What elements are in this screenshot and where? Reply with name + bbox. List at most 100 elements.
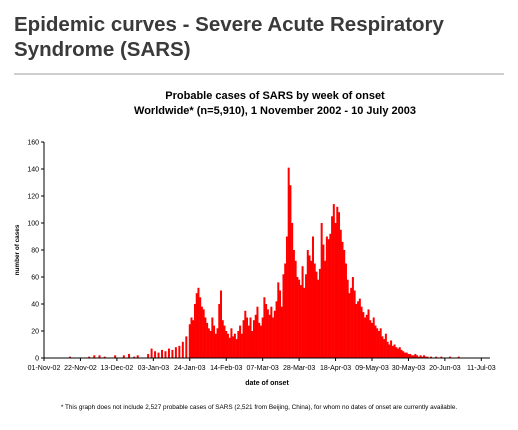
case-bar xyxy=(364,317,367,358)
case-bar xyxy=(395,347,398,358)
case-bar xyxy=(174,347,177,358)
case-bar xyxy=(324,260,327,358)
case-bar xyxy=(103,356,106,358)
case-bar xyxy=(277,282,280,358)
case-bar xyxy=(202,309,205,358)
case-bar xyxy=(341,241,344,358)
case-bar xyxy=(358,298,361,358)
case-bar xyxy=(185,336,188,358)
case-bar xyxy=(178,345,181,358)
case-bar xyxy=(372,317,375,358)
case-bar xyxy=(429,356,432,358)
y-axis-ticks: 0 20 40 60 80 100 120 140 160 xyxy=(27,140,44,363)
page-heading: Epidemic curves - Severe Acute Respirato… xyxy=(14,13,444,61)
case-bar xyxy=(289,185,292,358)
case-bar xyxy=(362,312,365,358)
case-bar xyxy=(226,333,229,358)
case-bar xyxy=(206,322,209,358)
case-bar xyxy=(252,320,255,358)
case-bar xyxy=(416,355,419,358)
case-bar xyxy=(457,356,460,358)
case-bar xyxy=(133,356,136,358)
case-bar xyxy=(228,337,231,358)
case-bar xyxy=(199,297,202,358)
case-bar xyxy=(346,279,349,358)
case-bar xyxy=(299,285,302,358)
case-bar xyxy=(213,325,216,358)
x-tick-label: 20-Jun-03 xyxy=(429,365,461,372)
case-bar xyxy=(301,266,304,358)
case-bar xyxy=(294,260,297,358)
case-bar xyxy=(306,250,309,358)
case-bar xyxy=(261,317,264,358)
case-bar xyxy=(273,310,276,358)
case-bar xyxy=(214,333,217,358)
case-bar xyxy=(237,331,240,358)
case-bar xyxy=(204,317,207,358)
case-bar xyxy=(93,355,96,358)
case-bar xyxy=(318,268,321,358)
case-bar xyxy=(329,233,332,358)
heading-divider xyxy=(14,73,504,75)
case-bar xyxy=(383,339,386,358)
case-bar xyxy=(410,355,413,358)
case-bar xyxy=(419,355,422,358)
case-bar xyxy=(197,287,200,358)
case-bar xyxy=(409,353,412,358)
case-bar xyxy=(423,355,426,358)
case-bar xyxy=(355,304,358,358)
case-bar xyxy=(154,351,157,358)
case-bar xyxy=(343,250,346,358)
case-bar xyxy=(391,345,394,358)
case-bar xyxy=(331,216,334,358)
case-bar xyxy=(379,328,382,358)
case-bar xyxy=(388,344,391,358)
case-bar xyxy=(192,320,195,358)
case-bar xyxy=(393,344,396,358)
case-bar xyxy=(263,297,266,358)
case-bar xyxy=(161,349,164,358)
case-bar xyxy=(266,309,269,358)
case-bar xyxy=(235,339,238,358)
case-bar xyxy=(114,355,117,358)
epidemic-curve-chart: 0 20 40 60 80 100 120 140 160 01-Nov-02 22-Nov-02… xyxy=(14,140,496,388)
case-bar xyxy=(322,244,325,358)
case-bar xyxy=(414,353,417,358)
case-bar xyxy=(275,301,278,358)
case-bar xyxy=(298,279,301,358)
case-bar xyxy=(369,320,372,358)
case-bar xyxy=(353,290,356,358)
case-bar xyxy=(258,322,261,358)
case-bar xyxy=(239,325,242,358)
case-bar xyxy=(221,320,224,358)
chart-title: Probable cases of SARS by week of onset xyxy=(165,90,385,102)
case-bar xyxy=(230,328,233,358)
case-bar xyxy=(193,304,196,358)
case-bar xyxy=(211,317,214,358)
case-bar xyxy=(360,306,363,358)
case-bar xyxy=(69,356,72,358)
case-bar xyxy=(270,306,273,358)
case-bar xyxy=(233,333,236,358)
case-bar xyxy=(334,223,337,358)
case-bar xyxy=(167,348,170,358)
case-bar xyxy=(254,314,257,358)
case-bar xyxy=(157,352,160,358)
y-tick-label: 0 xyxy=(35,356,39,363)
case-bar xyxy=(398,347,401,358)
x-tick-label: 13-Dec-02 xyxy=(101,365,134,372)
x-tick-label: 01-Nov-02 xyxy=(28,365,61,372)
case-bar xyxy=(351,277,354,358)
x-tick-label: 28-Mar-03 xyxy=(283,365,315,372)
case-bar xyxy=(181,341,184,358)
case-bar xyxy=(200,306,203,358)
case-bar xyxy=(374,325,377,358)
chart-subtitle: Worldwide* (n=5,910), 1 November 2002 - … xyxy=(134,105,416,117)
case-bar xyxy=(424,356,427,358)
case-bar xyxy=(313,263,316,358)
case-bar xyxy=(136,355,139,358)
case-bar xyxy=(190,317,193,358)
case-bar xyxy=(246,317,249,358)
case-bar xyxy=(218,304,221,358)
case-bar xyxy=(367,309,370,358)
